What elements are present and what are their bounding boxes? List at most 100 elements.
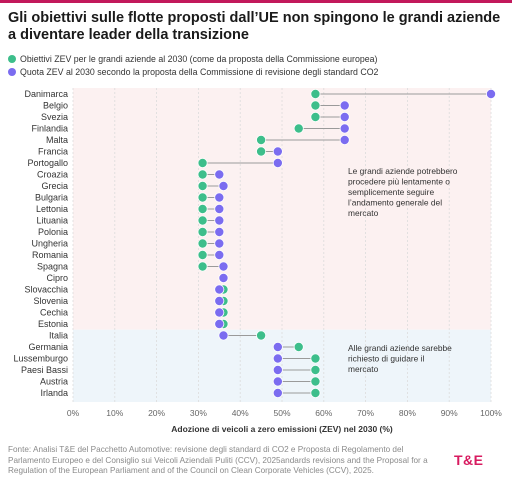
share-point: [485, 89, 496, 100]
category-label: Italia: [49, 331, 68, 341]
target-point: [197, 192, 208, 203]
category-label: Estonia: [38, 319, 68, 329]
category-label: Bulgaria: [35, 193, 68, 203]
share-point: [272, 376, 283, 387]
category-label: Ungheria: [31, 239, 68, 249]
target-point: [197, 169, 208, 180]
target-point: [197, 238, 208, 249]
target-point: [197, 261, 208, 272]
target-point: [197, 180, 208, 191]
category-label: Romania: [32, 250, 68, 260]
category-label: Slovacchia: [24, 285, 68, 295]
x-tick-label: 10%: [106, 408, 123, 418]
x-tick-label: 20%: [148, 408, 165, 418]
target-point: [197, 249, 208, 260]
x-tick-label: 100%: [480, 408, 502, 418]
target-point: [197, 215, 208, 226]
chart-title: Gli obiettivi sulle flotte proposti dall…: [8, 10, 501, 43]
share-point: [214, 295, 225, 306]
share-point: [272, 341, 283, 352]
share-point: [218, 180, 229, 191]
target-point: [197, 203, 208, 214]
share-point: [218, 261, 229, 272]
share-point: [272, 157, 283, 168]
source-note: Fonte: Analisi T&E del Pacchetto Automot…: [8, 445, 428, 475]
legend-swatch-share: [8, 67, 16, 76]
share-point: [214, 249, 225, 260]
category-label: Svezia: [41, 112, 68, 122]
share-point: [214, 226, 225, 237]
share-point: [214, 318, 225, 329]
share-point: [272, 146, 283, 157]
share-point: [214, 203, 225, 214]
category-label: Francia: [38, 147, 68, 157]
share-point: [339, 100, 350, 111]
category-label: Paesi Bassi: [21, 365, 68, 375]
share-point: [214, 215, 225, 226]
share-point: [214, 307, 225, 318]
category-label: Polonia: [38, 227, 68, 237]
legend-item-share: Quota ZEV al 2030 secondo la proposta de…: [8, 65, 378, 78]
target-point: [310, 353, 321, 364]
legend: Obiettivi ZEV per le grandi aziende al 2…: [8, 52, 378, 78]
target-point: [310, 112, 321, 123]
target-point: [310, 376, 321, 387]
category-label: Lettonia: [36, 204, 68, 214]
category-label: Irlanda: [40, 388, 68, 398]
target-point: [293, 341, 304, 352]
target-point: [293, 123, 304, 134]
category-label: Lussemburgo: [13, 354, 68, 364]
share-point: [339, 123, 350, 134]
te-logo: T&E: [454, 452, 484, 468]
share-point: [218, 330, 229, 341]
x-axis-label: Adozione di veicoli a zero emissioni (ZE…: [171, 424, 393, 434]
category-label: Belgio: [43, 101, 68, 111]
share-point: [214, 192, 225, 203]
target-point: [256, 146, 267, 157]
share-point: [272, 364, 283, 375]
target-point: [310, 364, 321, 375]
category-label: Danimarca: [24, 89, 68, 99]
x-tick-label: 90%: [441, 408, 458, 418]
x-tick-label: 80%: [399, 408, 416, 418]
share-point: [339, 134, 350, 145]
category-label: Cipro: [46, 273, 68, 283]
target-point: [310, 100, 321, 111]
share-point: [214, 169, 225, 180]
target-point: [197, 226, 208, 237]
target-point: [197, 157, 208, 168]
category-label: Croazia: [37, 170, 68, 180]
target-point: [310, 387, 321, 398]
share-point: [272, 353, 283, 364]
x-tick-label: 30%: [190, 408, 207, 418]
category-label: Finlandia: [31, 124, 68, 134]
share-point: [339, 112, 350, 123]
legend-label-target: Obiettivi ZEV per le grandi aziende al 2…: [20, 53, 378, 64]
x-tick-label: 60%: [315, 408, 332, 418]
x-tick-label: 0%: [67, 408, 80, 418]
top-accent-rule: [0, 0, 512, 3]
legend-label-share: Quota ZEV al 2030 secondo la proposta de…: [20, 66, 379, 77]
share-point: [218, 272, 229, 283]
category-label: Portogallo: [27, 158, 68, 168]
x-tick-label: 40%: [232, 408, 249, 418]
share-point: [272, 387, 283, 398]
share-point: [214, 284, 225, 295]
category-label: Malta: [46, 135, 68, 145]
category-label: Spagna: [37, 262, 68, 272]
category-label: Cechia: [40, 308, 68, 318]
category-label: Slovenia: [33, 296, 68, 306]
category-label: Austria: [40, 377, 68, 387]
x-tick-label: 70%: [357, 408, 374, 418]
target-point: [310, 89, 321, 100]
x-tick-label: 50%: [273, 408, 290, 418]
target-point: [256, 330, 267, 341]
legend-swatch-target: [8, 54, 16, 63]
target-point: [256, 134, 267, 145]
category-label: Germania: [28, 342, 68, 352]
annotation-slow: Le grandi aziende potrebbero procedere pi…: [348, 166, 458, 218]
share-point: [214, 238, 225, 249]
annotation-lead: Alle grandi aziende sarebbe richiesto di …: [348, 343, 452, 374]
category-label: Lituania: [36, 216, 68, 226]
category-label: Grecia: [41, 181, 68, 191]
